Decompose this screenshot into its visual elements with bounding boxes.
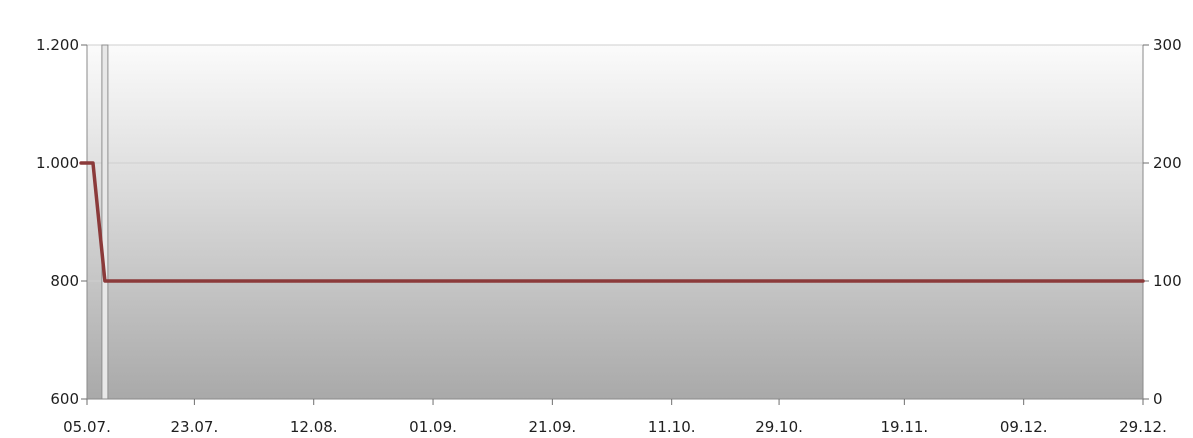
y-tick-label-right: 300: [1153, 36, 1182, 54]
plot-area: [87, 45, 1143, 399]
y-tick-label-left: 1.000: [36, 154, 79, 172]
x-tick-label: 19.11.: [880, 418, 928, 436]
x-tick-label: 09.12.: [1000, 418, 1048, 436]
y-tick-label-right: 100: [1153, 272, 1182, 290]
y-tick-label-left: 800: [50, 272, 79, 290]
x-tick-label: 01.09.: [409, 418, 457, 436]
bar-series: [101, 44, 109, 400]
x-tick-label: 11.10.: [648, 418, 696, 436]
x-tick-label: 21.09.: [528, 418, 576, 436]
x-tick-label: 23.07.: [171, 418, 219, 436]
bar: [101, 44, 109, 400]
line-series: [79, 161, 1145, 283]
tick-labels: 600 800 1.000 1.200 0 100 200 300 05.07. 23.07. 12…: [36, 36, 1182, 436]
x-tick-label: 05.07.: [63, 418, 111, 436]
series-line: [79, 161, 1145, 283]
y-tick-label-left: 600: [50, 390, 79, 408]
x-tick-label: 12.08.: [290, 418, 338, 436]
y-tick-label-right: 200: [1153, 154, 1182, 172]
y-tick-label-left: 1.200: [36, 36, 79, 54]
x-tick-label: 29.12.: [1119, 418, 1167, 436]
y-tick-label-right: 0: [1153, 390, 1163, 408]
x-tick-label: 29.10.: [755, 418, 803, 436]
